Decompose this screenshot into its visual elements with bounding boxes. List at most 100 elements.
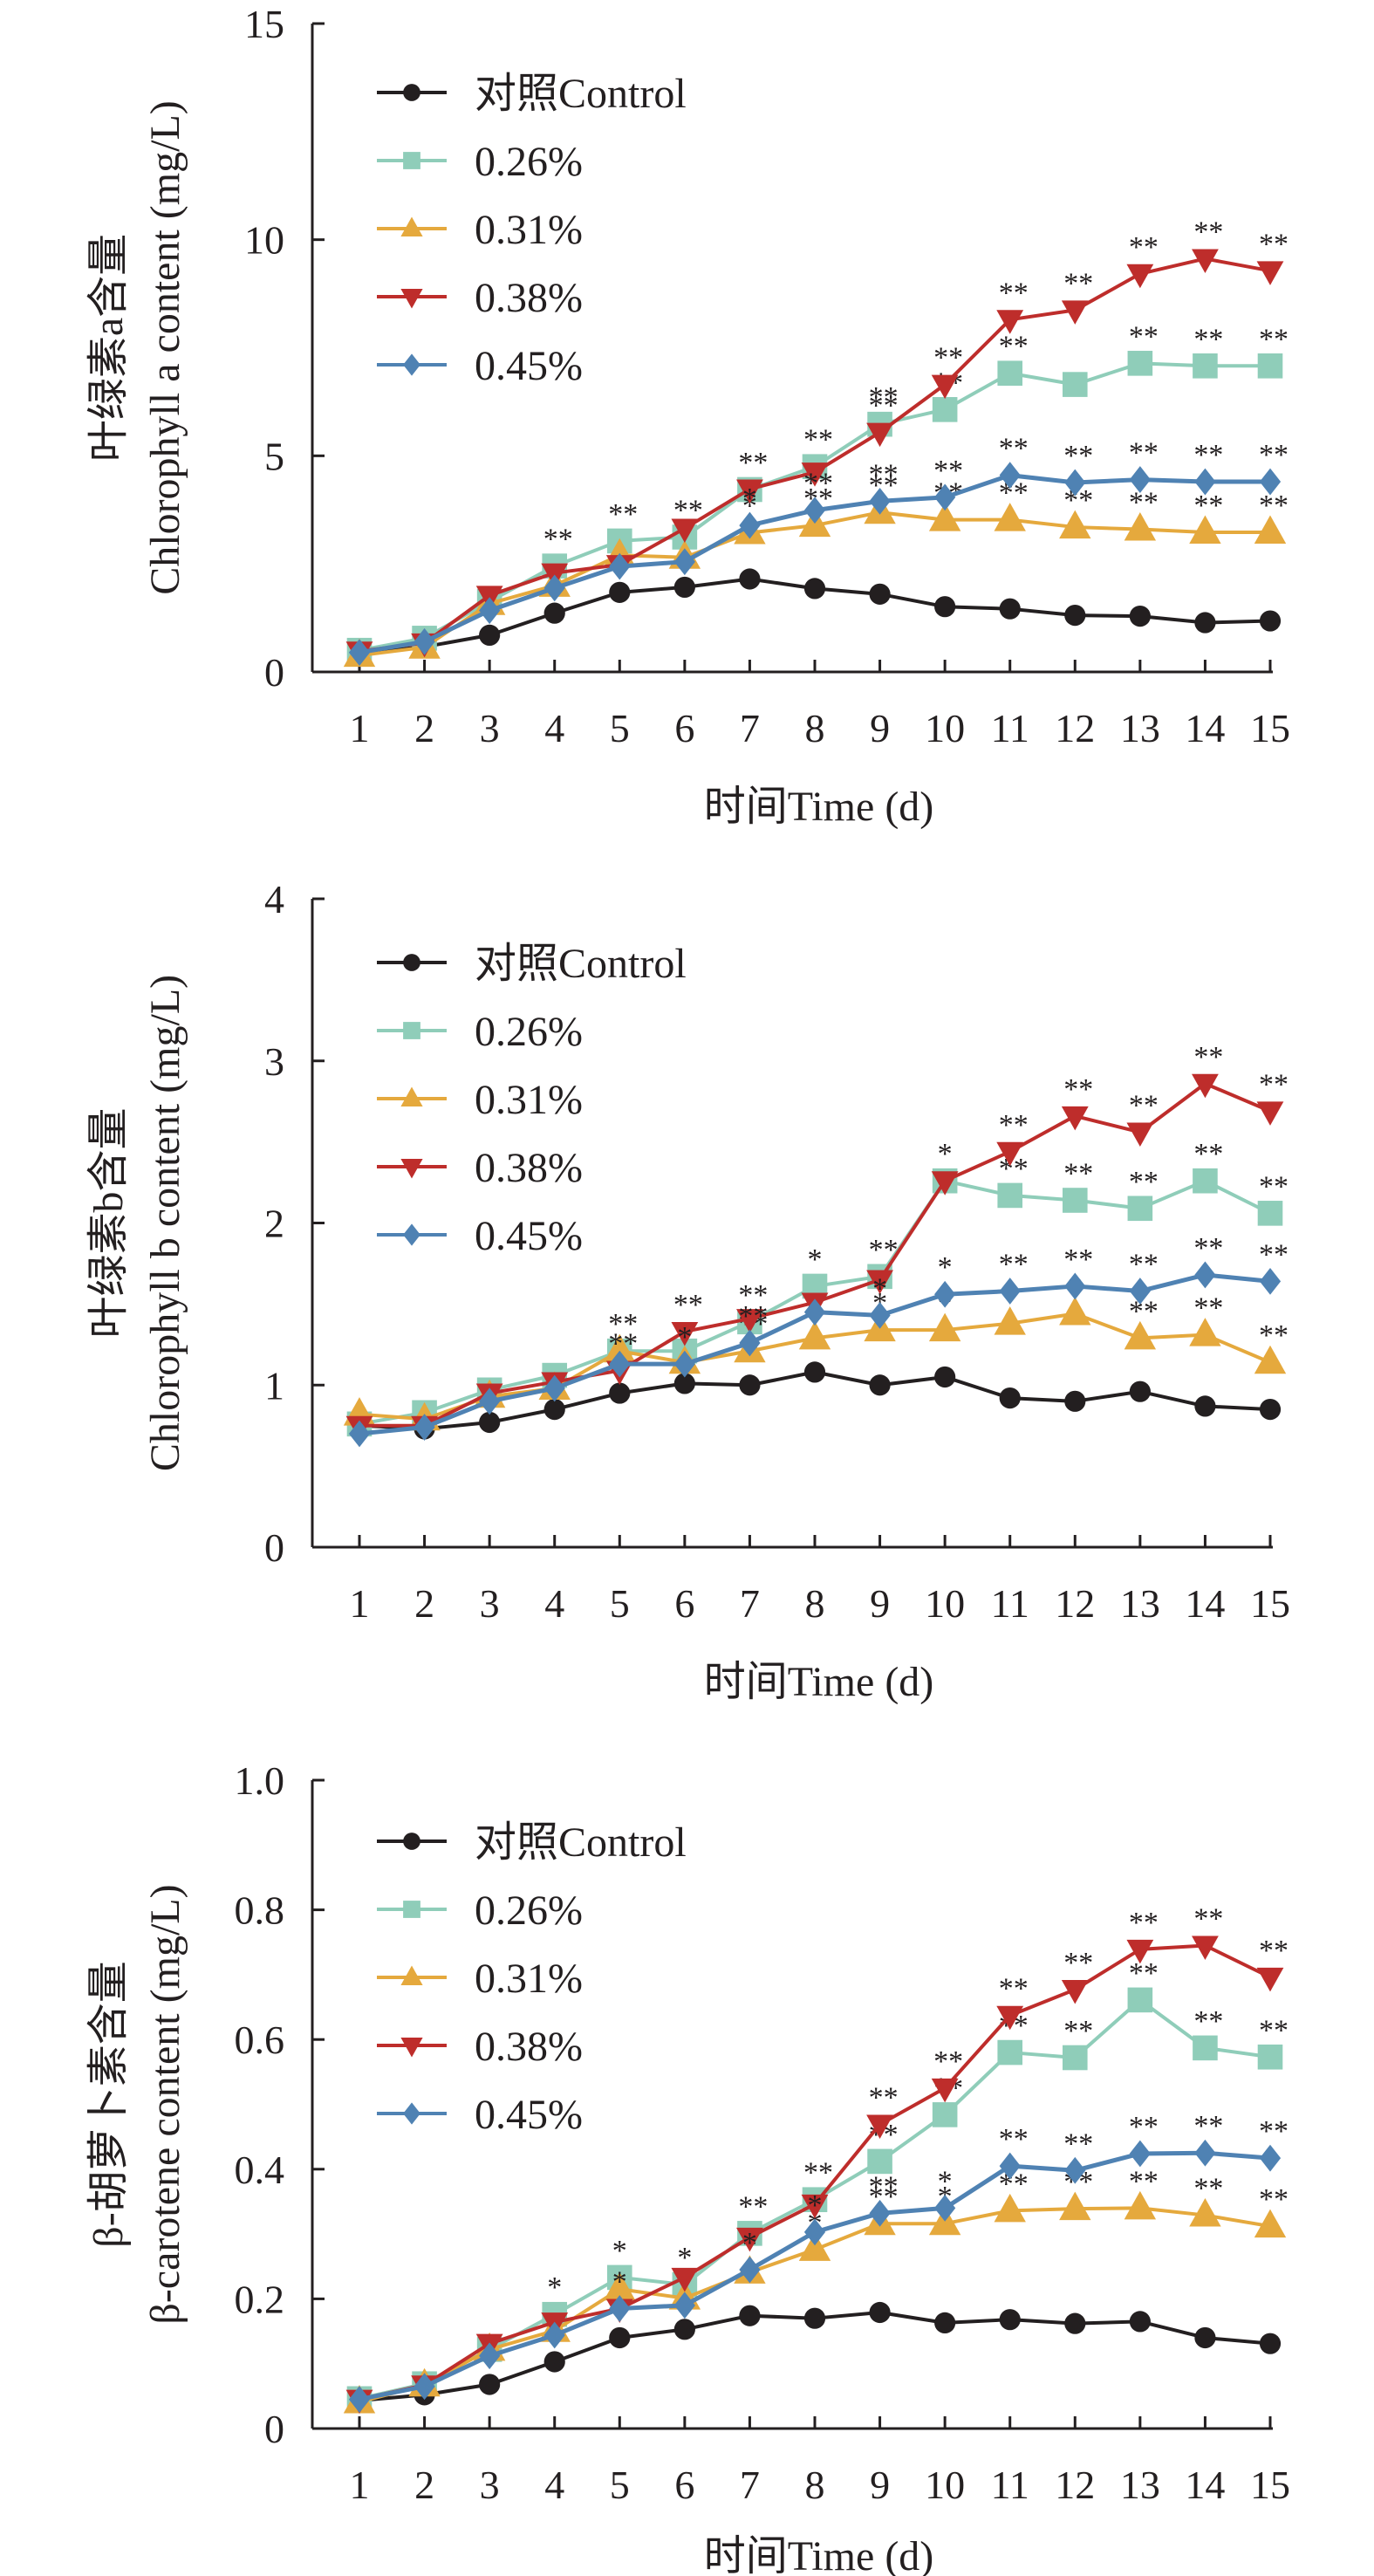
- data-point: [934, 483, 956, 511]
- x-tick-label: 2: [414, 2463, 434, 2507]
- data-point: [999, 1387, 1021, 1409]
- data-point: [1194, 1395, 1216, 1417]
- data-point: [479, 1411, 501, 1434]
- significance-label: **: [1259, 490, 1289, 522]
- significance-label: **: [1259, 1068, 1289, 1100]
- legend-marker: [403, 152, 420, 169]
- data-point: [1194, 612, 1216, 634]
- legend-item: 对照Control: [377, 941, 687, 987]
- x-tick-label: 5: [610, 1581, 630, 1626]
- data-point: [999, 2152, 1021, 2180]
- legend-marker: [403, 1022, 420, 1039]
- data-point: [869, 2301, 891, 2324]
- significance-label: **: [608, 1308, 638, 1340]
- significance-label: **: [1193, 1138, 1223, 1170]
- data-point: [999, 462, 1021, 490]
- x-tick-label: 10: [925, 1581, 965, 1626]
- data-point: [801, 462, 829, 487]
- legend-marker: [403, 353, 420, 376]
- legend-item: 0.31%: [377, 207, 583, 253]
- x-tick-label: 3: [480, 1581, 500, 1626]
- legend: 对照Control 0.26% 0.31% 0.38% 0.45%: [377, 941, 687, 1259]
- legend-label: 0.38%: [475, 1145, 583, 1191]
- data-point: [994, 2193, 1026, 2223]
- data-point: [479, 597, 501, 625]
- data-point: [869, 2199, 891, 2227]
- x-tick-label: 7: [740, 2463, 760, 2507]
- significance-label: **: [999, 1973, 1029, 2005]
- significance-label: *: [677, 2242, 692, 2274]
- significance-label: **: [738, 2190, 768, 2223]
- significance-label: *: [938, 2165, 953, 2197]
- data-point: [1064, 2312, 1086, 2334]
- legend: 对照Control 0.26% 0.31% 0.38% 0.45%: [377, 1819, 687, 2138]
- significance-label: **: [1193, 2173, 1223, 2205]
- x-tick-label: 1: [350, 706, 370, 750]
- data-point: [479, 2374, 501, 2395]
- significance-label: **: [999, 2123, 1029, 2155]
- series-0-45pct: ***** *** **** ** **: [348, 2110, 1289, 2413]
- legend-item: 对照Control: [377, 1819, 687, 1866]
- significance-label: *: [677, 1321, 692, 1353]
- data-point: [671, 2267, 699, 2292]
- x-tick-label: 4: [544, 706, 564, 750]
- y-axis-title-cn: 叶绿素a含量: [85, 234, 132, 462]
- significance-label: *: [547, 2271, 562, 2304]
- significance-label: **: [1259, 2115, 1289, 2148]
- data-point: [1192, 1935, 1219, 1960]
- data-point: [414, 627, 435, 655]
- x-tick-label: 14: [1185, 1581, 1225, 1626]
- significance-label: **: [1129, 1166, 1159, 1198]
- significance-label: *: [742, 2227, 757, 2259]
- data-point: [1259, 1267, 1282, 1295]
- data-point: [1259, 610, 1282, 632]
- data-point: [1127, 1987, 1153, 2013]
- data-point: [803, 1298, 826, 1326]
- x-tick-label: 13: [1120, 2463, 1160, 2507]
- significance-label: *: [938, 1251, 953, 1284]
- legend-label: 对照Control: [475, 941, 687, 987]
- data-point: [1254, 515, 1287, 545]
- x-axis-title: 时间Time (d): [704, 784, 934, 830]
- x-tick-label: 8: [805, 1581, 825, 1626]
- significance-label: **: [869, 2082, 899, 2114]
- data-point: [1257, 1201, 1283, 1226]
- data-point: [1194, 2139, 1216, 2167]
- data-point: [479, 2342, 501, 2370]
- data-point: [1061, 1979, 1089, 2004]
- data-point: [609, 1350, 631, 1378]
- data-point: [1256, 1967, 1284, 1992]
- x-tick-label: 1: [350, 2463, 370, 2507]
- legend-item: 0.26%: [377, 1887, 583, 1934]
- significance-label: **: [1193, 2005, 1223, 2038]
- x-tick-label: 6: [674, 2463, 694, 2507]
- significance-label: **: [1129, 231, 1159, 264]
- significance-label: **: [1193, 1041, 1223, 1073]
- y-tick-label: 0.4: [235, 2148, 285, 2192]
- legend-label: 0.45%: [475, 1213, 583, 1259]
- data-point: [671, 1321, 699, 1346]
- data-point: [1064, 2156, 1086, 2184]
- series-0-45pct: ***** ** ** **** **: [348, 1232, 1289, 1448]
- x-tick-label: 5: [610, 2463, 630, 2507]
- data-point: [1254, 1345, 1287, 1374]
- significance-label: **: [803, 424, 833, 456]
- legend-label: 对照Control: [475, 1819, 687, 1866]
- data-point: [869, 1301, 891, 1329]
- y-axis-title-cn: β-胡萝卜素含量: [85, 1961, 132, 2247]
- legend-marker: [400, 1965, 423, 1985]
- x-tick-label: 9: [870, 2463, 890, 2507]
- significance-label: **: [869, 458, 899, 490]
- significance-label: **: [1063, 2015, 1093, 2047]
- legend-label: 对照Control: [475, 71, 687, 117]
- data-point: [999, 1278, 1021, 1305]
- significance-label: *: [808, 1243, 823, 1276]
- data-point: [609, 581, 631, 603]
- data-point: [739, 568, 761, 590]
- data-point: [673, 576, 695, 599]
- significance-label: **: [738, 1300, 768, 1333]
- data-point: [1193, 2035, 1218, 2061]
- data-point: [934, 596, 956, 618]
- data-point: [739, 2305, 761, 2326]
- data-point: [934, 1366, 956, 1388]
